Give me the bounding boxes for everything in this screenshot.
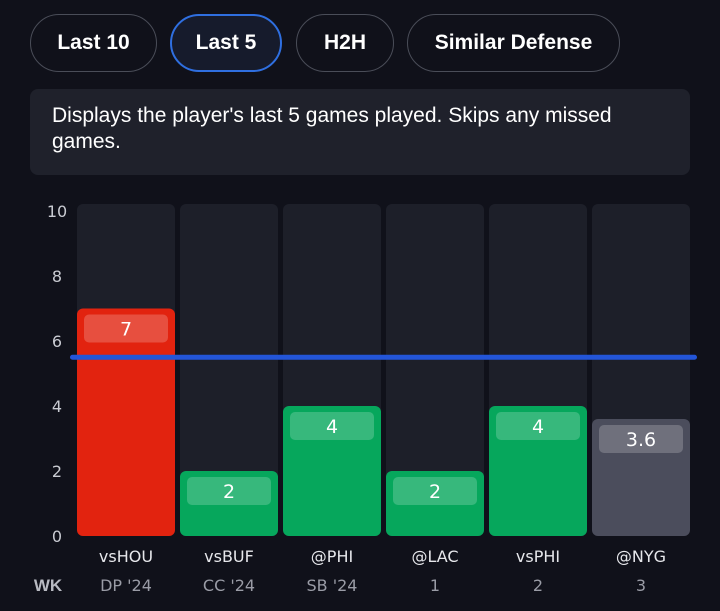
data-label-pill — [84, 314, 168, 343]
description-box: Displays the player's last 5 games playe… — [30, 89, 690, 175]
tab-last-5[interactable]: Last 5 — [170, 14, 282, 72]
y-tick-label: 8 — [52, 267, 62, 286]
week-label: 3 — [636, 576, 646, 595]
x-tick-label: @PHI — [311, 547, 353, 566]
week-label: SB '24 — [307, 576, 358, 595]
week-label: CC '24 — [203, 576, 255, 595]
bar — [77, 308, 175, 536]
bar — [180, 471, 278, 536]
x-tick-label: vsHOU — [99, 547, 153, 566]
x-tick-label: @NYG — [616, 547, 666, 566]
y-tick-label: 0 — [52, 527, 62, 546]
data-label: 7 — [120, 319, 132, 341]
y-tick-label: 4 — [52, 397, 62, 416]
bar-track — [180, 204, 278, 536]
x-tick-label: @LAC — [411, 547, 458, 566]
data-label-pill — [393, 477, 477, 505]
y-tick-label: 2 — [52, 462, 62, 481]
data-label: 4 — [532, 416, 544, 438]
bar — [489, 406, 587, 536]
tab-similar-defense[interactable]: Similar Defense — [407, 14, 620, 72]
x-tick-label: vsBUF — [204, 547, 254, 566]
data-label: 4 — [326, 416, 338, 438]
bar — [592, 419, 690, 536]
x-tick-label: vsPHI — [516, 547, 560, 566]
data-label-pill — [290, 412, 374, 440]
bar — [283, 406, 381, 536]
description-text: Displays the player's last 5 games playe… — [52, 104, 612, 153]
data-label: 2 — [223, 481, 235, 503]
y-tick-label: 6 — [52, 332, 62, 351]
week-label: 2 — [533, 576, 543, 595]
y-tick-label: 10 — [47, 202, 67, 221]
data-label-pill — [496, 412, 580, 440]
week-label: 1 — [430, 576, 440, 595]
threshold-line — [70, 354, 697, 360]
tab-last-10[interactable]: Last 10 — [30, 14, 157, 72]
week-label: DP '24 — [100, 576, 152, 595]
data-label-pill — [187, 477, 271, 505]
bar — [386, 471, 484, 536]
bar-track — [386, 204, 484, 536]
bar-chart: 0 2 4 6 8 10 7 vsHOU DP '24 2 vsBUF CC '24 4 @PHI SB '… — [34, 202, 697, 595]
tab-h2h[interactable]: H2H — [296, 14, 394, 72]
wk-header: WK — [34, 576, 63, 595]
data-label: 2 — [429, 481, 441, 503]
data-label-pill — [599, 425, 683, 453]
data-label: 3.6 — [626, 429, 656, 451]
